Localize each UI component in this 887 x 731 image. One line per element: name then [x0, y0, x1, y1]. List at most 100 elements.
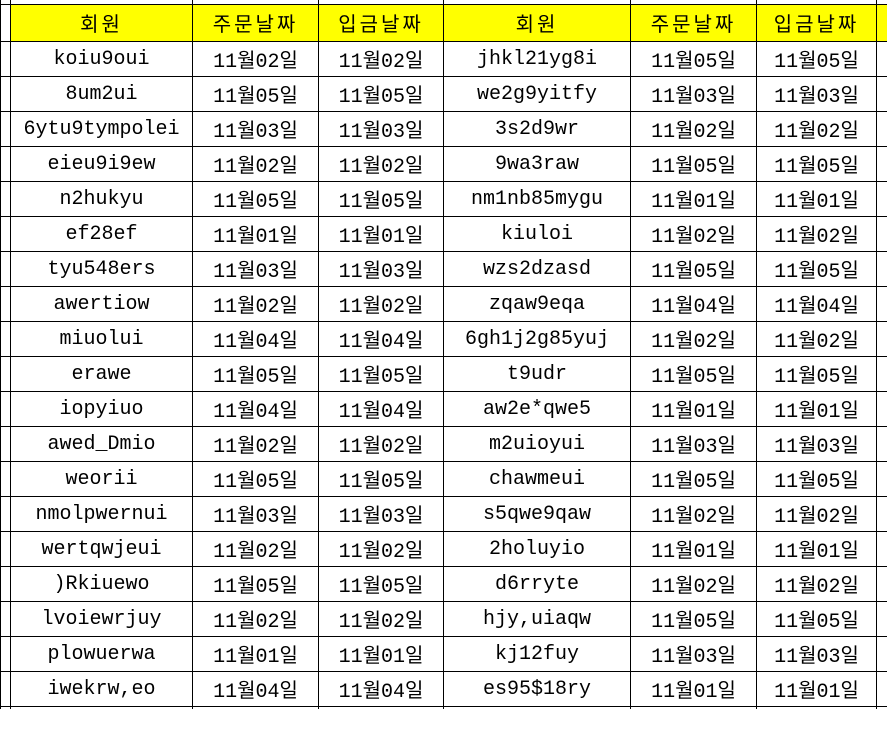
member-cell[interactable]: 9wa3raw — [443, 146, 631, 182]
edge-cell[interactable] — [876, 531, 887, 567]
order-date-cell[interactable]: 11월05일 — [192, 566, 319, 602]
edge-cell[interactable] — [876, 426, 887, 462]
member-cell[interactable]: plowuerwa — [10, 636, 193, 672]
edge-cell[interactable] — [876, 76, 887, 112]
header-member-right[interactable]: 회원 — [443, 4, 631, 42]
edge-cell[interactable] — [876, 41, 887, 77]
deposit-date-cell[interactable]: 11월02일 — [318, 426, 444, 462]
order-date-cell[interactable]: 11월05일 — [630, 601, 757, 637]
order-date-cell[interactable]: 11월04일 — [192, 391, 319, 427]
edge-cell[interactable] — [318, 706, 444, 709]
deposit-date-cell[interactable]: 11월01일 — [318, 636, 444, 672]
edge-cell[interactable] — [0, 181, 11, 217]
member-cell[interactable]: 3s2d9wr — [443, 111, 631, 147]
deposit-date-cell[interactable]: 11월02일 — [756, 216, 877, 252]
deposit-date-cell[interactable]: 11월05일 — [756, 41, 877, 77]
order-date-cell[interactable]: 11월02일 — [192, 601, 319, 637]
member-cell[interactable]: weorii — [10, 461, 193, 497]
edge-cell[interactable] — [876, 671, 887, 707]
deposit-date-cell[interactable]: 11월03일 — [318, 111, 444, 147]
member-cell[interactable]: zqaw9eqa — [443, 286, 631, 322]
member-cell[interactable]: jhkl21yg8i — [443, 41, 631, 77]
edge-cell[interactable] — [876, 4, 887, 42]
deposit-date-cell[interactable]: 11월02일 — [318, 531, 444, 567]
edge-cell[interactable] — [630, 706, 757, 709]
order-date-cell[interactable]: 11월01일 — [630, 531, 757, 567]
edge-cell[interactable] — [876, 146, 887, 182]
deposit-date-cell[interactable]: 11월02일 — [318, 286, 444, 322]
member-cell[interactable]: ef28ef — [10, 216, 193, 252]
edge-cell[interactable] — [0, 671, 11, 707]
edge-cell[interactable] — [876, 636, 887, 672]
member-cell[interactable]: 6ytu9tympolei — [10, 111, 193, 147]
member-cell[interactable]: t9udr — [443, 356, 631, 392]
order-date-cell[interactable]: 11월02일 — [192, 286, 319, 322]
deposit-date-cell[interactable]: 11월03일 — [756, 636, 877, 672]
edge-cell[interactable] — [0, 636, 11, 672]
order-date-cell[interactable]: 11월02일 — [192, 41, 319, 77]
order-date-cell[interactable]: 11월05일 — [630, 461, 757, 497]
edge-cell[interactable] — [192, 706, 319, 709]
deposit-date-cell[interactable]: 11월03일 — [756, 426, 877, 462]
deposit-date-cell[interactable]: 11월02일 — [756, 111, 877, 147]
member-cell[interactable]: wertqwjeui — [10, 531, 193, 567]
order-date-cell[interactable]: 11월01일 — [630, 391, 757, 427]
deposit-date-cell[interactable]: 11월04일 — [318, 321, 444, 357]
edge-cell[interactable] — [756, 706, 877, 709]
member-cell[interactable]: kiuloi — [443, 216, 631, 252]
order-date-cell[interactable]: 11월03일 — [192, 496, 319, 532]
edge-cell[interactable] — [876, 496, 887, 532]
edge-cell[interactable] — [876, 251, 887, 287]
member-cell[interactable]: d6rryte — [443, 566, 631, 602]
order-date-cell[interactable]: 11월01일 — [192, 216, 319, 252]
member-cell[interactable]: miuolui — [10, 321, 193, 357]
order-date-cell[interactable]: 11월02일 — [630, 566, 757, 602]
member-cell[interactable]: es95$18ry — [443, 671, 631, 707]
edge-cell[interactable] — [443, 706, 631, 709]
member-cell[interactable]: iwekrw,eo — [10, 671, 193, 707]
deposit-date-cell[interactable]: 11월02일 — [756, 566, 877, 602]
order-date-cell[interactable]: 11월05일 — [630, 41, 757, 77]
edge-cell[interactable] — [0, 321, 11, 357]
member-cell[interactable]: n2hukyu — [10, 181, 193, 217]
deposit-date-cell[interactable]: 11월04일 — [756, 286, 877, 322]
order-date-cell[interactable]: 11월05일 — [192, 356, 319, 392]
member-cell[interactable]: 6gh1j2g85yuj — [443, 321, 631, 357]
deposit-date-cell[interactable]: 11월01일 — [756, 181, 877, 217]
order-date-cell[interactable]: 11월01일 — [630, 181, 757, 217]
deposit-date-cell[interactable]: 11월02일 — [318, 146, 444, 182]
deposit-date-cell[interactable]: 11월04일 — [318, 391, 444, 427]
deposit-date-cell[interactable]: 11월03일 — [318, 496, 444, 532]
edge-cell[interactable] — [0, 111, 11, 147]
edge-cell[interactable] — [0, 706, 11, 709]
order-date-cell[interactable]: 11월02일 — [192, 146, 319, 182]
deposit-date-cell[interactable]: 11월01일 — [756, 391, 877, 427]
deposit-date-cell[interactable]: 11월02일 — [318, 601, 444, 637]
member-cell[interactable]: tyu548ers — [10, 251, 193, 287]
member-cell[interactable]: kj12fuy — [443, 636, 631, 672]
order-date-cell[interactable]: 11월04일 — [192, 321, 319, 357]
deposit-date-cell[interactable]: 11월05일 — [756, 601, 877, 637]
order-date-cell[interactable]: 11월01일 — [192, 636, 319, 672]
edge-cell[interactable] — [876, 216, 887, 252]
deposit-date-cell[interactable]: 11월03일 — [756, 76, 877, 112]
member-cell[interactable]: koiu9oui — [10, 41, 193, 77]
deposit-date-cell[interactable]: 11월01일 — [318, 216, 444, 252]
member-cell[interactable]: nmolpwernui — [10, 496, 193, 532]
order-date-cell[interactable]: 11월02일 — [192, 426, 319, 462]
deposit-date-cell[interactable]: 11월01일 — [756, 531, 877, 567]
order-date-cell[interactable]: 11월05일 — [630, 146, 757, 182]
order-date-cell[interactable]: 11월05일 — [192, 461, 319, 497]
member-cell[interactable]: we2g9yitfy — [443, 76, 631, 112]
edge-cell[interactable] — [0, 496, 11, 532]
member-cell[interactable]: awed_Dmio — [10, 426, 193, 462]
order-date-cell[interactable]: 11월05일 — [192, 181, 319, 217]
member-cell[interactable]: lvoiewrjuy — [10, 601, 193, 637]
edge-cell[interactable] — [876, 181, 887, 217]
order-date-cell[interactable]: 11월02일 — [630, 111, 757, 147]
member-cell[interactable]: iopyiuo — [10, 391, 193, 427]
deposit-date-cell[interactable]: 11월02일 — [318, 41, 444, 77]
deposit-date-cell[interactable]: 11월05일 — [318, 356, 444, 392]
member-cell[interactable]: erawe — [10, 356, 193, 392]
edge-cell[interactable] — [876, 601, 887, 637]
